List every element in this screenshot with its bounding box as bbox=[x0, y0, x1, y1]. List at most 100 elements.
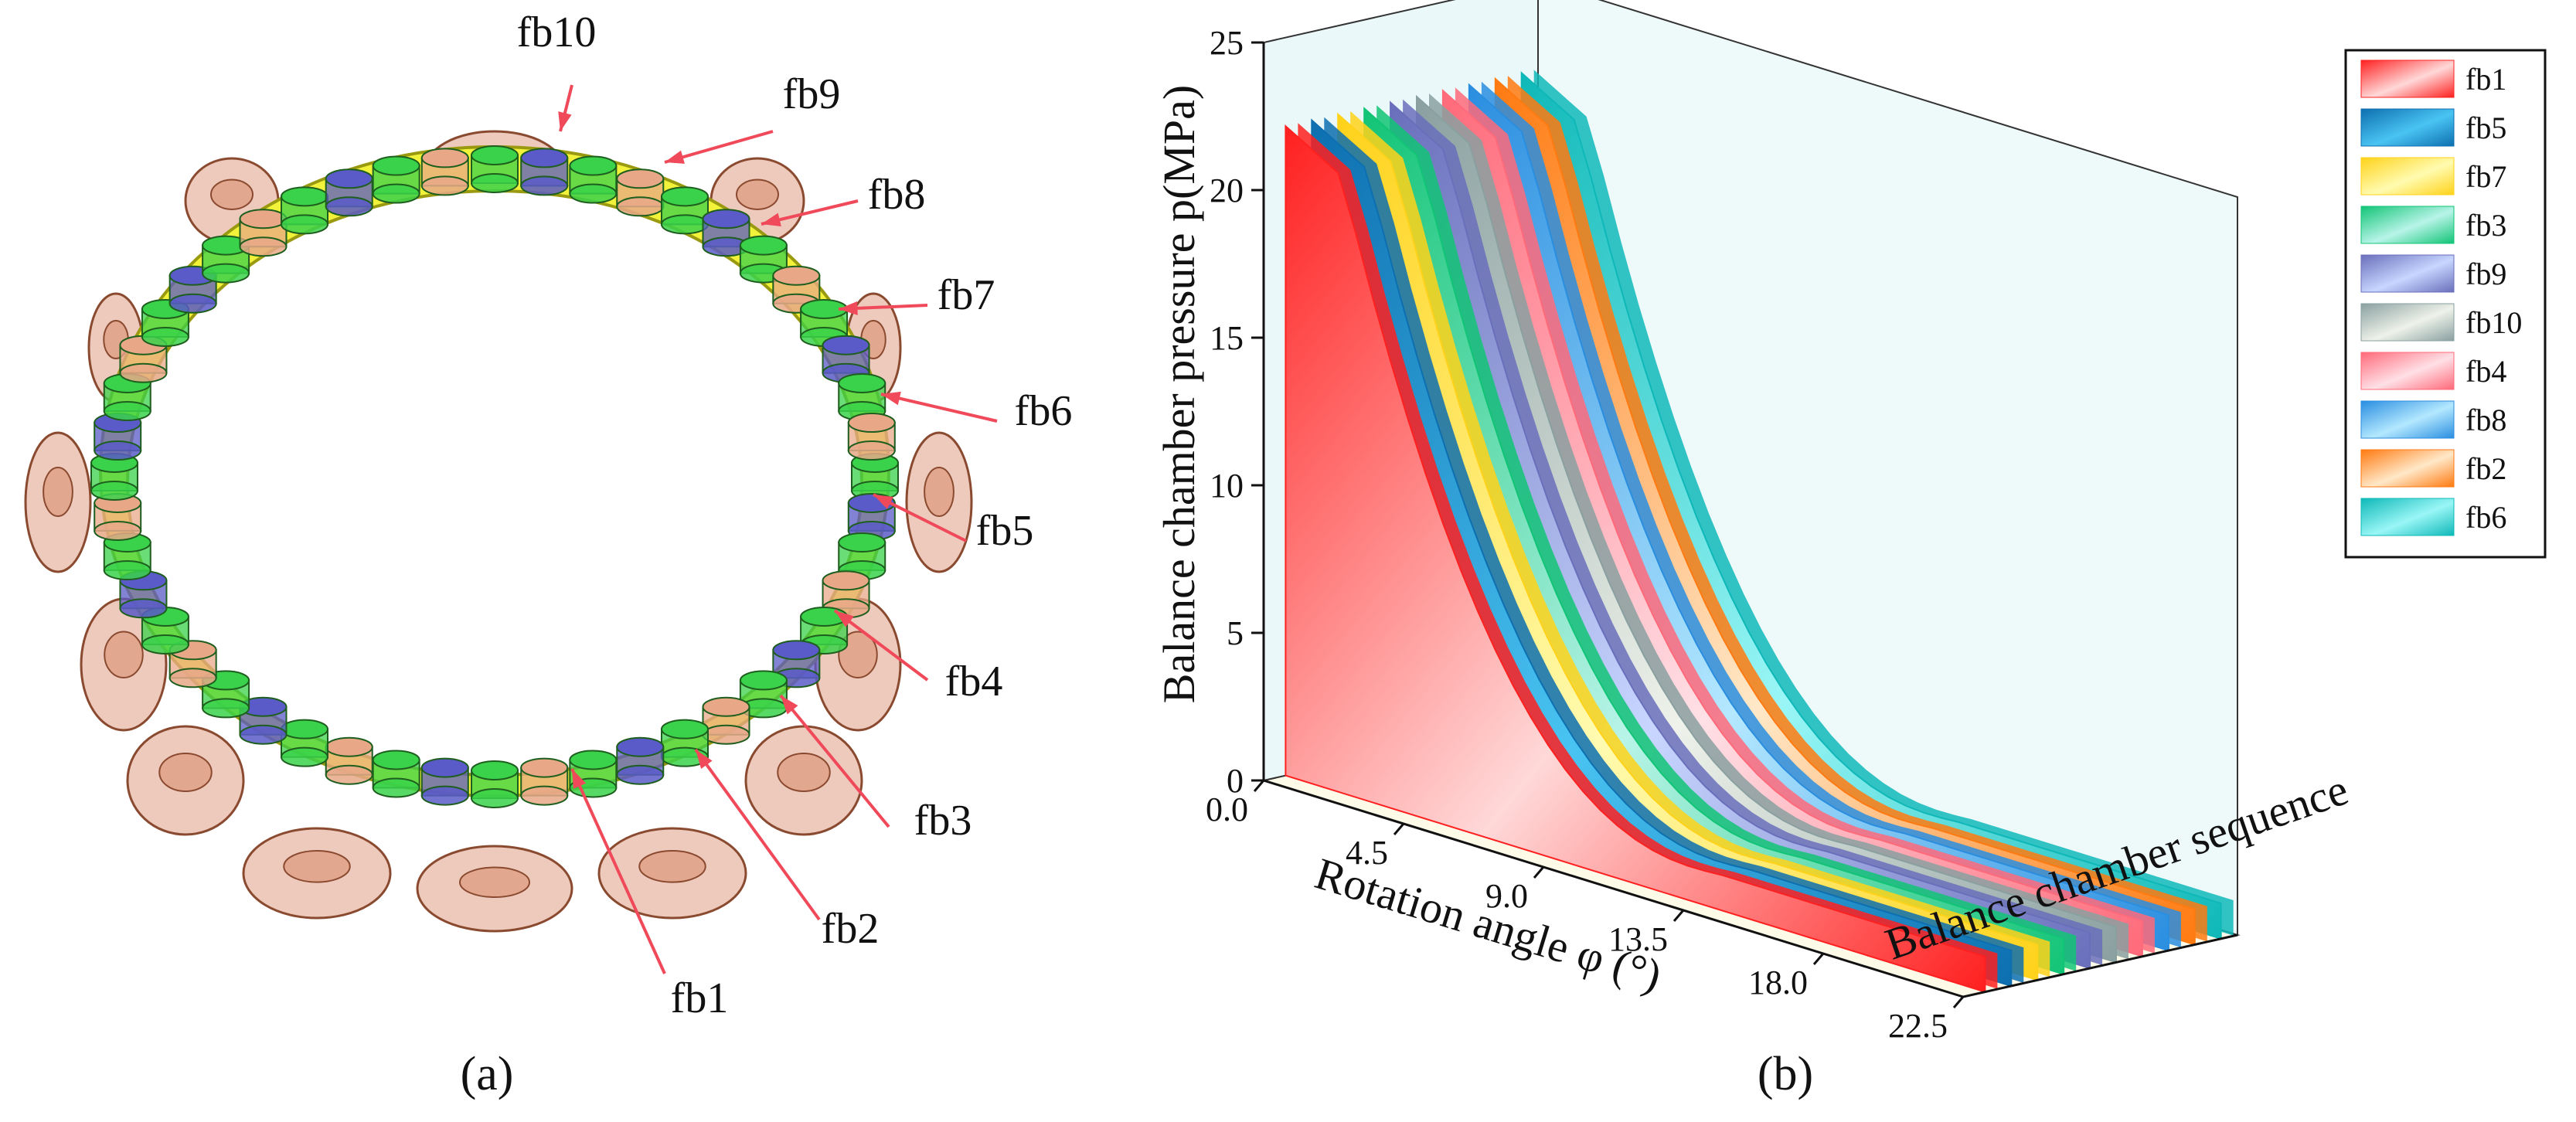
port-2 bbox=[905, 431, 973, 573]
legend-swatch-fb9 bbox=[2360, 254, 2455, 293]
bearing-1 bbox=[851, 453, 899, 501]
bearing-29 bbox=[141, 299, 189, 347]
legend-item-fb2: fb2 bbox=[2360, 449, 2506, 488]
callout-fb8: fb8 bbox=[761, 171, 925, 226]
x-tick-label-1: 4.5 bbox=[1346, 834, 1388, 872]
chart-legend: fb1 fb5 fb7 fb3 fb9 fb10 fb4 fb8 fb2 fb6 bbox=[2344, 49, 2547, 559]
bearing-28 bbox=[119, 335, 168, 383]
callout-label-fb8: fb8 bbox=[868, 171, 926, 219]
bearing-41 bbox=[661, 186, 709, 235]
legend-label-fb6: fb6 bbox=[2465, 500, 2506, 535]
bearing-42 bbox=[702, 209, 750, 257]
x-tick-1 bbox=[1393, 823, 1405, 835]
legend-swatch-fb4 bbox=[2360, 352, 2455, 390]
z-axis-line bbox=[1962, 933, 2238, 998]
legend-label-fb8: fb8 bbox=[2465, 403, 2506, 437]
bearing-24 bbox=[94, 492, 142, 541]
callout-label-fb6: fb6 bbox=[1015, 387, 1073, 435]
chart-axes: 0 5 10 15 20 25 0.0 4.5 9.0 13.5 18.0 22.5 bbox=[1206, 24, 2238, 1045]
chart-ribbons bbox=[1285, 70, 2234, 993]
legend-item-fb10: fb10 bbox=[2360, 303, 2522, 342]
ribbon-fb1 bbox=[1285, 123, 1998, 993]
legend-item-fb1: fb1 bbox=[2360, 60, 2506, 98]
bearing-38 bbox=[520, 148, 569, 196]
bearing-39 bbox=[569, 155, 618, 204]
callout-fb5: fb5 bbox=[873, 493, 1034, 555]
bearing-11 bbox=[569, 750, 618, 798]
bearing-30 bbox=[168, 265, 217, 314]
bearing-33 bbox=[281, 186, 328, 235]
legend-item-fb3: fb3 bbox=[2360, 206, 2506, 244]
legend-swatch-fb3 bbox=[2360, 206, 2455, 244]
bearing-10 bbox=[616, 736, 665, 785]
y-tick-label-5: 25 bbox=[1210, 24, 1244, 62]
bearing-35 bbox=[372, 155, 420, 204]
y-tick-label-0: 0 bbox=[1227, 762, 1244, 800]
legend-label-fb2: fb2 bbox=[2465, 451, 2506, 486]
legend-label-fb3: fb3 bbox=[2465, 208, 2506, 243]
port-5 bbox=[126, 725, 245, 836]
legend-swatch-fb7 bbox=[2360, 157, 2455, 196]
callout-label-fb10: fb10 bbox=[517, 8, 597, 56]
bearing-17 bbox=[281, 719, 328, 767]
bearing-44 bbox=[772, 265, 821, 314]
callout-label-fb9: fb9 bbox=[783, 70, 841, 118]
callout-label-fb5: fb5 bbox=[976, 507, 1034, 555]
bearing-13 bbox=[471, 760, 519, 808]
legend-label-fb7: fb7 bbox=[2465, 159, 2506, 194]
bearing-31 bbox=[202, 235, 250, 284]
callout-fb4: fb4 bbox=[833, 609, 1003, 706]
x-tick-label-3: 13.5 bbox=[1608, 920, 1668, 958]
ring-assembly-diagram: fb10 fb9 fb8 fb7 fb6 fb5 fb4 fb3 fb2 fb1 (a) bbox=[24, 8, 1073, 1100]
legend-label-fb5: fb5 bbox=[2465, 110, 2506, 145]
x-tick-label-2: 9.0 bbox=[1485, 877, 1528, 915]
bearing-34 bbox=[325, 168, 373, 217]
x-tick-5 bbox=[1952, 996, 1965, 1008]
y-tick-label-1: 5 bbox=[1227, 614, 1244, 652]
balance-ring bbox=[99, 145, 890, 797]
bearing-22 bbox=[119, 570, 168, 619]
y-tick-label-3: 15 bbox=[1210, 319, 1244, 357]
panel-b-label: (b) bbox=[1758, 1048, 1813, 1100]
legend-label-fb4: fb4 bbox=[2465, 354, 2506, 389]
legend-item-fb7: fb7 bbox=[2360, 157, 2506, 196]
x-tick-0 bbox=[1253, 780, 1265, 792]
x-tick-label-0: 0.0 bbox=[1206, 790, 1248, 828]
x-tick-3 bbox=[1673, 910, 1685, 922]
x-axis-line bbox=[1263, 779, 1964, 998]
legend-item-fb9: fb9 bbox=[2360, 254, 2506, 293]
legend-swatch-fb2 bbox=[2360, 449, 2455, 488]
legend-item-fb5: fb5 bbox=[2360, 108, 2506, 147]
bearing-46 bbox=[822, 335, 870, 383]
callout-fb3: fb3 bbox=[779, 694, 972, 845]
callout-fb7: fb7 bbox=[838, 271, 995, 319]
x-tick-2 bbox=[1533, 866, 1545, 879]
port-9 bbox=[597, 827, 747, 920]
legend-item-fb8: fb8 bbox=[2360, 400, 2506, 439]
legend-label-fb10: fb10 bbox=[2465, 305, 2522, 340]
legend-swatch-fb1 bbox=[2360, 60, 2455, 98]
bearing-14 bbox=[420, 757, 469, 806]
legend-swatch-fb8 bbox=[2360, 400, 2455, 439]
callout-label-fb4: fb4 bbox=[945, 658, 1003, 706]
y-tick-label-4: 20 bbox=[1210, 172, 1244, 209]
bearing-6 bbox=[772, 640, 821, 688]
bearing-37 bbox=[471, 145, 519, 193]
legend-swatch-fb10 bbox=[2360, 303, 2455, 342]
x-tick-label-4: 18.0 bbox=[1748, 964, 1808, 1001]
y-axis-title: Balance chamber pressure p(MPa) bbox=[1154, 85, 1204, 703]
panel-a-label: (a) bbox=[461, 1048, 514, 1100]
legend-item-fb6: fb6 bbox=[2360, 498, 2506, 536]
callout-fb1: fb1 bbox=[570, 768, 729, 1022]
bearing-48 bbox=[847, 413, 896, 461]
bearing-21 bbox=[141, 607, 189, 654]
callout-fb2: fb2 bbox=[694, 748, 879, 953]
callout-label-fb1: fb1 bbox=[671, 974, 729, 1022]
bearing-12 bbox=[520, 757, 569, 806]
bearing-32 bbox=[239, 209, 288, 257]
x-tick-label-5: 22.5 bbox=[1888, 1007, 1948, 1045]
bearing-16 bbox=[325, 736, 373, 785]
ring-callouts: fb10 fb9 fb8 fb7 fb6 fb5 fb4 fb3 fb2 fb1 bbox=[517, 8, 1073, 1022]
port-1 bbox=[24, 431, 92, 573]
port-7 bbox=[242, 827, 392, 920]
